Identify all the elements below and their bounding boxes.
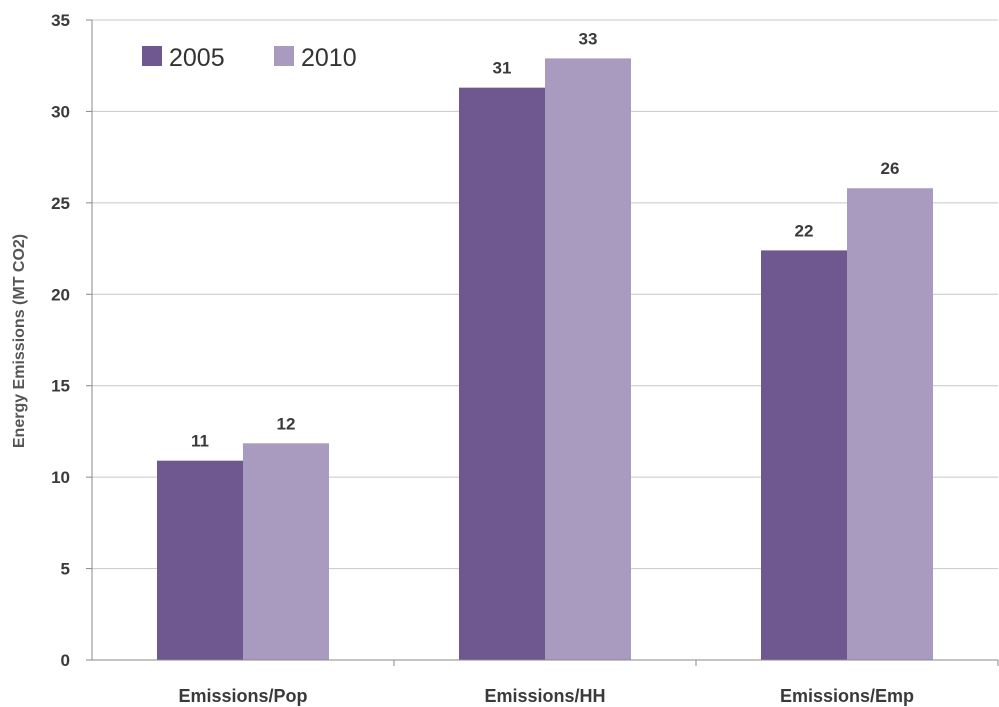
bar-2005-3: [761, 250, 847, 660]
y-tick-label: 25: [51, 194, 70, 213]
y-tick-label: 20: [51, 285, 70, 304]
y-tick-label: 10: [51, 468, 70, 487]
bar-2005-2: [459, 87, 545, 660]
bars: [157, 58, 933, 660]
bar-2010-2: [545, 58, 631, 660]
y-tick-label: 5: [61, 560, 70, 579]
x-category-label: Emissions/HH: [484, 686, 605, 706]
legend-label-2010: 2010: [301, 44, 357, 72]
data-label: 26: [881, 159, 900, 178]
axes: [86, 19, 999, 666]
legend-swatch-2005: [142, 46, 162, 66]
data-label: 33: [579, 29, 598, 48]
y-tick-label: 35: [51, 11, 70, 30]
x-category-label: Emissions/Emp: [780, 686, 914, 706]
data-label: 11: [191, 432, 209, 451]
legend-swatch-2010: [274, 46, 294, 66]
labels: 0 5 10 15 20 25 30 35 11 12 Emissions/Pop 31 33 Emiss…: [51, 11, 914, 706]
data-label: 12: [277, 414, 296, 433]
y-tick-label: 30: [51, 102, 70, 121]
y-axis-title: Energy Emissions (MT CO2): [11, 234, 28, 448]
y-tick-label: 0: [61, 651, 70, 670]
bar-2005-1: [157, 460, 243, 660]
bar-2010-1: [243, 443, 329, 660]
legend-label-2005: 2005: [169, 44, 225, 72]
bar-2010-3: [847, 188, 933, 660]
data-label: 22: [795, 221, 814, 240]
x-category-label: Emissions/Pop: [178, 686, 307, 706]
data-label: 31: [493, 59, 512, 78]
y-tick-label: 15: [51, 377, 70, 396]
legend: 2005 2010: [142, 44, 357, 72]
